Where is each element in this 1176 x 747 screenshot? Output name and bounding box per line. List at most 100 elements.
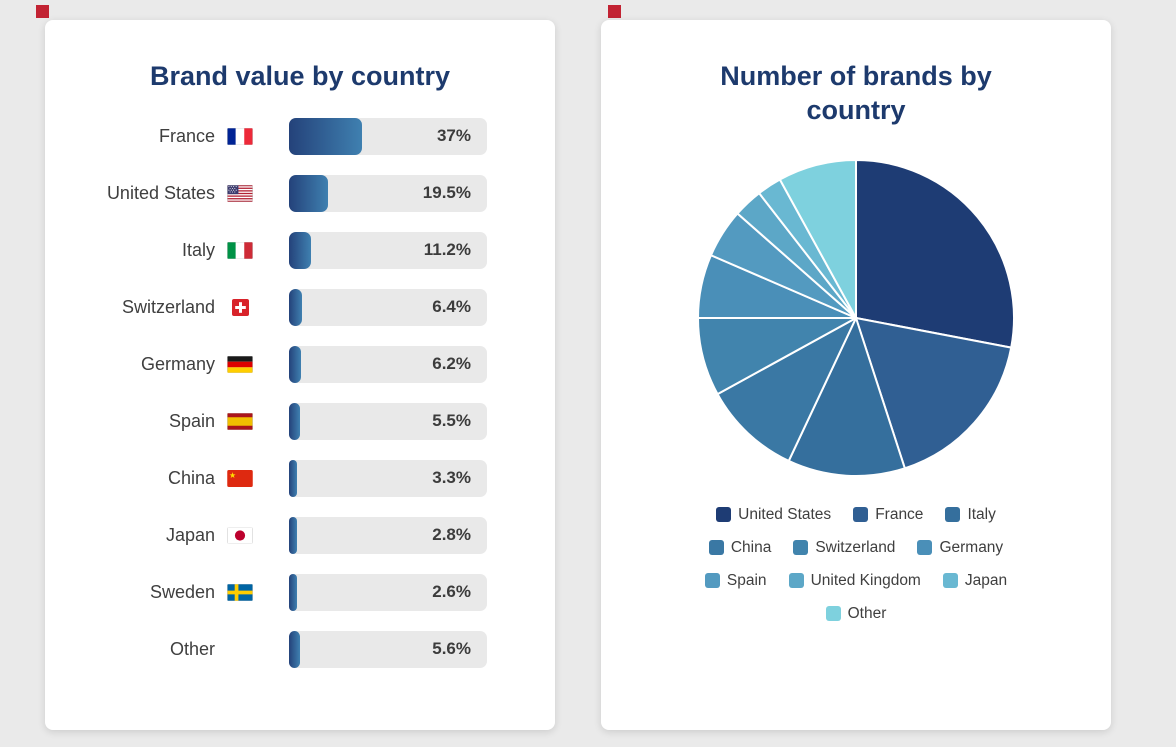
legend-item-united-states: United States [716,506,831,524]
pie-legend: United States France Italy China Switzerland… [601,506,1111,623]
bar-track: 2.8% [289,516,487,554]
red-marker-left [36,5,49,18]
legend-swatch [853,507,869,522]
bar-value-label: 5.5% [432,411,471,431]
bar-track: 6.2% [289,345,487,383]
bar-row-spain: Spain 5.5% [65,402,555,440]
bar-country-label: Germany [140,353,215,374]
bar-row-japan: Japan 2.8% [65,516,555,554]
legend-label: China [730,538,772,556]
flag-icon-cn [225,469,255,487]
pie-slice-united-states [855,158,1015,349]
legend-swatch [716,507,732,522]
bar-value-label: 2.6% [432,582,471,602]
legend-label: Switzerland [815,538,896,556]
legend-label: Germany [939,538,1004,556]
bar-value-label: 11.2% [423,240,471,260]
legend-swatch [945,507,961,522]
bar-row-united-states: United States 19.5% [65,174,555,212]
bar-track: 5.6% [289,630,487,668]
legend-label: Japan [964,571,1008,589]
bar-chart-title: Brand value by country [149,61,451,91]
legend-item-china: China [708,538,772,557]
legend-swatch [825,606,841,621]
legend-swatch [788,573,804,588]
bar-country-label: United States [106,182,215,203]
legend-swatch [708,540,724,555]
bar-track: 2.6% [289,573,487,611]
bar-country-label: Spain [168,410,215,431]
legend-item-italy: Italy [945,506,996,524]
bar-country-label: France [158,125,215,146]
legend-row: China Switzerland Germany [601,539,1111,557]
bar-track: 3.3% [289,459,487,497]
legend-row: Other [601,605,1111,623]
bar-country-label: Japan [165,524,215,545]
bar-track: 5.5% [289,402,487,440]
legend-row: Spain United Kingdom Japan [601,572,1111,590]
bar-value-label: 5.6% [432,639,471,659]
bar-value-label: 6.4% [432,297,471,317]
bar-country-label: Other [169,638,215,659]
bar-track: 6.4% [289,288,487,326]
pie-slice-china [716,316,857,462]
legend-label: United Kingdom [810,571,921,589]
bar-row-france: France 37% [65,117,555,155]
bar-value-label: 2.8% [432,525,471,545]
bar-track: 19.5% [289,174,487,212]
legend-swatch [793,540,809,555]
bar-fill [289,630,301,668]
legend-label: France [875,505,924,523]
pie-chart-title: Number of brands by country [720,61,992,125]
bar-fill [289,174,328,212]
legend-item-switzerland: Switzerland [793,539,895,557]
bar-track: 11.2% [289,231,487,269]
bar-row-italy: Italy 11.2% [65,231,555,269]
bar-fill [289,516,297,554]
legend-item-united-kingdom: United Kingdom [788,571,921,590]
flag-icon-fr [225,127,255,145]
bar-country-label: China [167,467,215,488]
pie-svg [697,158,1015,477]
bar-fill [289,345,302,383]
bar-value-label: 37% [436,126,471,146]
bar-row-other: Other 5.6% [65,630,555,668]
pie-slice-france [855,316,1013,469]
pie-slice-other [778,158,857,319]
bar-fill [289,573,297,611]
brand-count-card: Number of brands by country United State… [601,20,1111,730]
bar-country-label: Sweden [149,581,215,602]
legend-item-japan: Japan [942,571,1008,590]
bar-fill [289,459,297,497]
legend-item-germany: Germany [917,539,1003,557]
legend-swatch [917,540,933,555]
bar-value-label: 3.3% [432,468,471,488]
flag-icon-us [225,184,255,202]
bar-rows: France 37% United States 19.5% Italy 11.2% Swi… [45,117,555,668]
flag-icon-de [225,355,255,373]
flag-icon-it [225,241,255,259]
flag-icon-se [225,583,255,601]
bar-fill [289,231,312,269]
bar-country-label: Switzerland [121,296,215,317]
legend-label: Other [847,604,887,622]
bar-row-switzerland: Switzerland 6.4% [65,288,555,326]
red-marker-right [608,5,621,18]
brand-value-card: Brand value by country France 37% United S… [45,20,555,730]
flag-icon-es [225,412,255,430]
legend-item-spain: Spain [704,571,767,590]
bar-value-label: 19.5% [422,183,471,203]
legend-label: Spain [726,571,767,589]
bar-row-germany: Germany 6.2% [65,345,555,383]
legend-label: United States [738,505,832,523]
bar-value-label: 6.2% [432,354,471,374]
legend-swatch [942,573,958,588]
flag-icon-jp [225,526,255,544]
pie-slice-italy [787,316,906,477]
legend-item-france: France [853,506,923,524]
bar-row-sweden: Sweden 2.6% [65,573,555,611]
bar-track: 37% [289,117,487,155]
bar-row-china: China 3.3% [65,459,555,497]
bar-fill [289,117,363,155]
